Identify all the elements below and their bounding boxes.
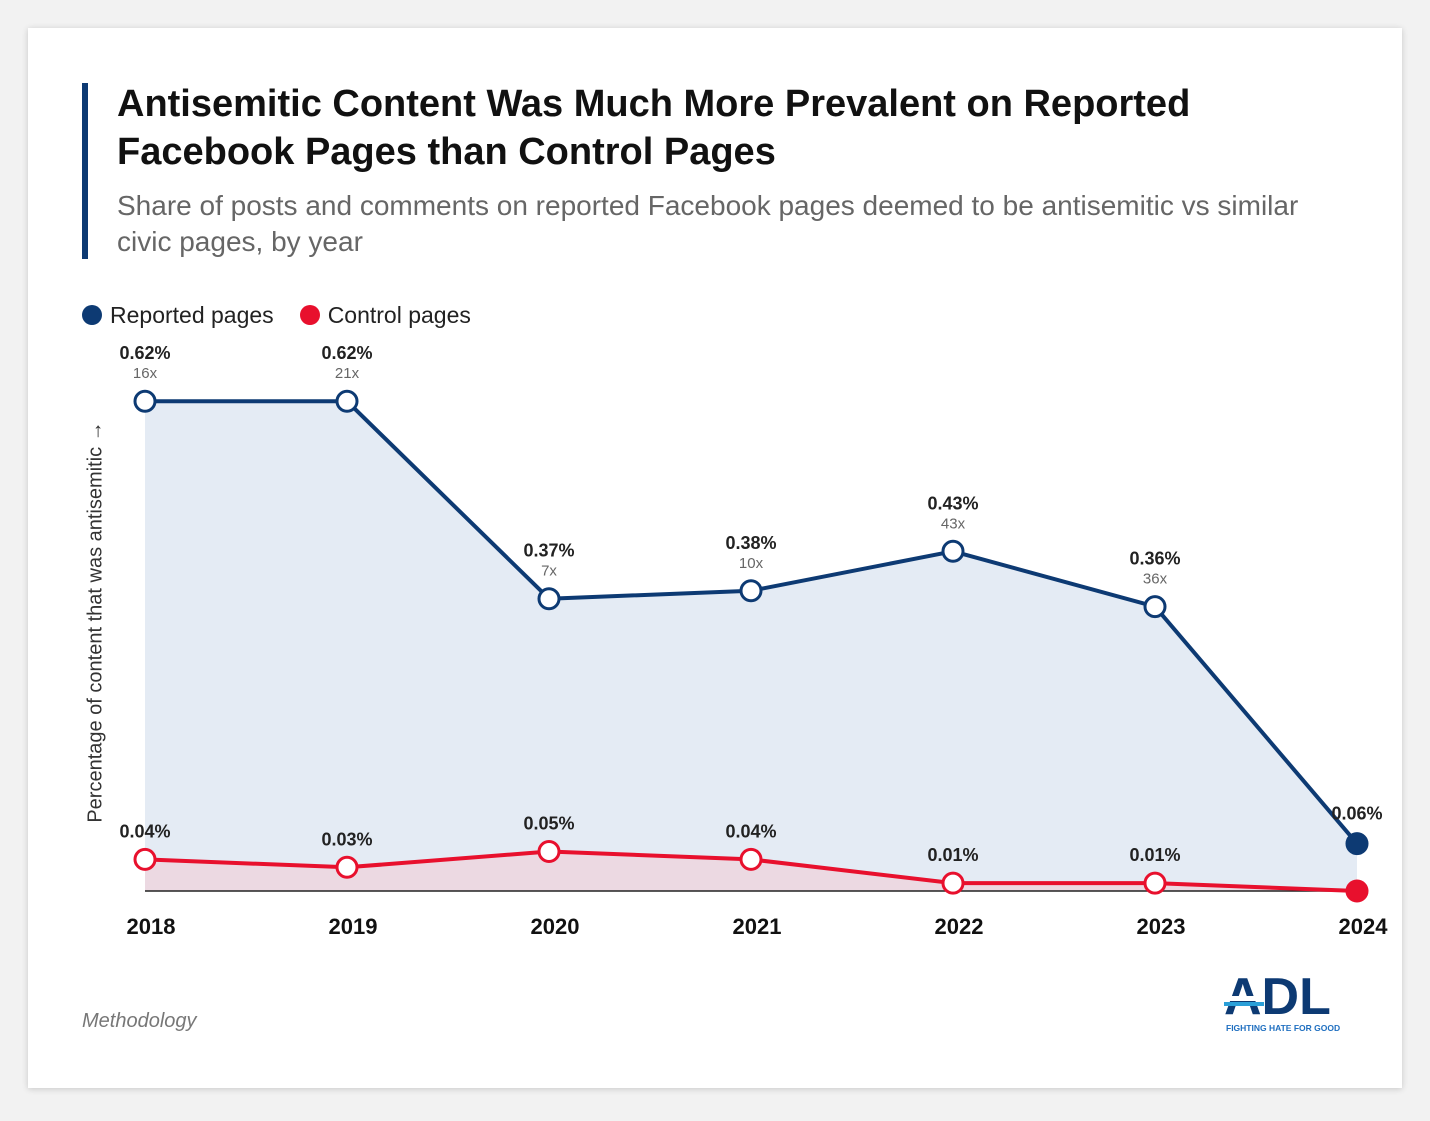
logo-stripe — [1230, 996, 1264, 1001]
reported-multiplier-2019: 21x — [335, 365, 360, 382]
control-point-2020 — [537, 840, 561, 863]
reported-multiplier-2022: 43x — [941, 515, 966, 532]
chart-subtitle: Share of posts and comments on reported … — [117, 190, 1299, 257]
control-label-2018: 0.04% — [119, 821, 170, 841]
reported-multiplier-2023: 36x — [1143, 571, 1168, 588]
adl-logo: ADL FIGHTING HATE FOR GOOD — [1224, 968, 1340, 1033]
reported-point-2022 — [941, 539, 965, 563]
methodology-link[interactable]: Methodology — [82, 1010, 197, 1032]
reported-multiplier-2021: 10x — [739, 555, 764, 572]
reported-point-2021 — [739, 579, 763, 603]
chart-title: Antisemitic Content Was Much More Preval… — [117, 83, 1191, 173]
reported-label-2019: 0.62% — [321, 343, 372, 363]
legend-item-control: Control pages — [299, 301, 471, 329]
reported-multiplier-2020: 7x — [541, 563, 557, 580]
x-tick-label-2024: 2024 — [1339, 914, 1389, 939]
control-point-2023 — [1143, 871, 1167, 895]
control-label-2019: 0.03% — [321, 829, 372, 849]
reported-label-2018: 0.62% — [119, 343, 170, 363]
logo-stripe-blue — [1224, 1002, 1264, 1006]
control-label-2020: 0.05% — [523, 814, 574, 834]
control-label-2023: 0.01% — [1129, 845, 1180, 865]
x-tick-label-2019: 2019 — [329, 914, 378, 939]
control-point-2024 — [1345, 879, 1369, 903]
legend-label-reported: Reported pages — [110, 301, 274, 328]
reported-multiplier-2018: 16x — [133, 365, 158, 382]
reported-label-2020: 0.37% — [523, 541, 574, 561]
legend-item-reported: Reported pages — [82, 302, 274, 329]
title-accent-bar — [82, 83, 88, 259]
x-tick-label-2021: 2021 — [733, 914, 782, 939]
control-label-2021: 0.04% — [725, 821, 776, 841]
reported-label-2023: 0.36% — [1129, 549, 1180, 569]
reported-point-2018 — [133, 389, 157, 413]
reported-area — [145, 401, 1357, 891]
legend-dot-icon — [299, 305, 320, 325]
x-tick-label-2023: 2023 — [1137, 914, 1186, 939]
logo-tagline: FIGHTING HATE FOR GOOD — [1226, 1023, 1340, 1033]
control-point-2018 — [133, 847, 157, 871]
reported-point-2019 — [335, 389, 359, 413]
reported-point-2020 — [537, 587, 561, 611]
x-tick-label-2022: 2022 — [935, 914, 984, 939]
reported-point-2024 — [1345, 832, 1369, 856]
legend-dot-icon — [82, 305, 102, 325]
reported-point-2023 — [1143, 595, 1167, 619]
x-tick-label-2020: 2020 — [531, 914, 580, 939]
control-point-2022 — [941, 871, 965, 895]
control-point-2019 — [335, 855, 359, 879]
reported-label-2021: 0.38% — [725, 533, 776, 553]
reported-label-2022: 0.43% — [927, 493, 978, 513]
control-label-2022: 0.01% — [927, 845, 978, 865]
control-point-2021 — [739, 847, 763, 871]
legend: Reported pages Control pages — [82, 300, 497, 330]
x-tick-label-2018: 2018 — [127, 914, 176, 939]
reported-label-2024: 0.06% — [1331, 804, 1382, 824]
legend-label-control: Control pages — [327, 301, 471, 328]
